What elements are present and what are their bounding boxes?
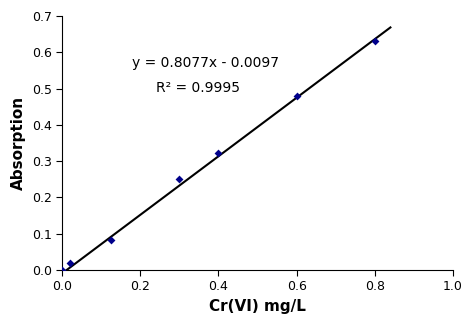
Point bbox=[293, 94, 301, 99]
Y-axis label: Absorption: Absorption bbox=[11, 96, 26, 190]
Point bbox=[371, 38, 379, 43]
Point bbox=[58, 267, 66, 273]
Point bbox=[215, 150, 222, 155]
X-axis label: Cr(VI) mg/L: Cr(VI) mg/L bbox=[209, 299, 306, 314]
Point bbox=[66, 260, 73, 265]
Point bbox=[107, 237, 115, 242]
Text: R² = 0.9995: R² = 0.9995 bbox=[156, 81, 240, 95]
Text: y = 0.8077x - 0.0097: y = 0.8077x - 0.0097 bbox=[132, 56, 280, 70]
Point bbox=[175, 176, 183, 181]
